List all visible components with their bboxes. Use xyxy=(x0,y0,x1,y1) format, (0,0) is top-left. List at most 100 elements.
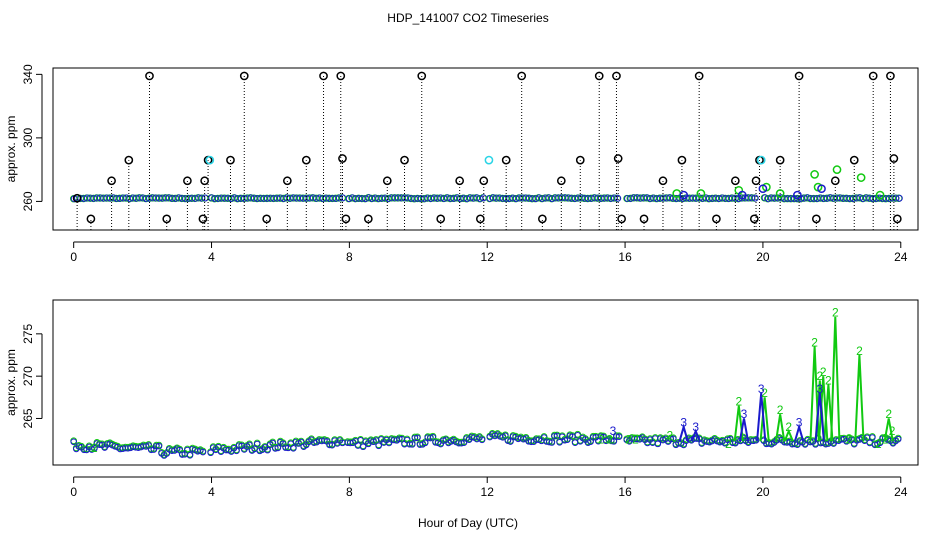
black-data-point xyxy=(72,193,82,203)
blue-point-label: 3 xyxy=(741,407,748,421)
black-data-point xyxy=(849,155,859,165)
x-tick-label: 8 xyxy=(346,485,353,499)
baseline-marker-blue xyxy=(752,436,760,444)
green-point-label: 2 xyxy=(811,335,818,349)
green-data-point xyxy=(832,165,842,174)
blue-data-point xyxy=(793,190,802,200)
blue-data-point xyxy=(679,190,689,200)
baseline-marker-blue xyxy=(748,194,756,202)
black-data-point xyxy=(612,71,621,81)
black-data-point xyxy=(731,176,740,186)
baseline-marker-blue xyxy=(478,436,486,444)
green-data-point xyxy=(696,189,706,198)
green-point-label: 2 xyxy=(875,437,882,451)
black-data-point xyxy=(86,214,96,224)
y-tick-label: 275 xyxy=(21,324,35,344)
black-data-point xyxy=(363,214,373,224)
black-data-point xyxy=(613,154,623,163)
y-tick-label: 300 xyxy=(21,128,35,148)
green-point-label: 2 xyxy=(846,433,853,447)
black-data-point xyxy=(886,71,895,81)
black-data-point xyxy=(162,214,172,224)
black-data-point xyxy=(868,71,878,81)
black-data-point xyxy=(301,155,311,165)
green-spike-line xyxy=(854,354,865,442)
x-tick-label: 0 xyxy=(70,485,77,499)
green-point-label: 2 xyxy=(816,369,823,383)
black-data-point xyxy=(538,214,547,224)
x-tick-label: 16 xyxy=(618,485,632,499)
blue-point-label: 3 xyxy=(692,420,699,434)
green-spike-line xyxy=(830,316,841,442)
blue-spike-line xyxy=(794,423,805,442)
black-data-point xyxy=(594,71,604,81)
blue-point-label: 3 xyxy=(816,382,823,396)
black-data-point xyxy=(501,155,511,165)
top-panel-traces xyxy=(69,75,903,230)
green-point-label: 2 xyxy=(735,395,742,409)
baseline-marker-blue xyxy=(614,194,622,202)
black-data-point xyxy=(658,176,668,186)
black-data-point xyxy=(436,214,446,224)
green-point-label: 2 xyxy=(885,407,892,421)
black-data-point xyxy=(341,214,351,224)
x-tick-label: 12 xyxy=(481,250,495,264)
x-axis-label: Hour of Day (UTC) xyxy=(418,516,518,530)
green-point-label: 2 xyxy=(598,433,605,447)
green-point-label: 2 xyxy=(889,424,896,438)
black-data-point xyxy=(198,214,208,224)
y-tick-label: 265 xyxy=(21,408,35,428)
green-point-label: 2 xyxy=(820,365,827,379)
blue-point-label: 3 xyxy=(796,416,803,430)
black-data-point xyxy=(794,71,804,81)
green-point-label: 2 xyxy=(882,433,889,447)
green-point-label: 2 xyxy=(667,428,674,442)
green-spike-line xyxy=(883,418,894,442)
baseline-marker-blue xyxy=(895,194,903,202)
green-point-label: 2 xyxy=(632,433,639,447)
baseline-marker-blue xyxy=(155,442,163,450)
black-data-point xyxy=(830,176,840,186)
black-data-point xyxy=(889,154,899,163)
x-tick-label: 20 xyxy=(756,250,770,264)
cyan-data-point xyxy=(205,155,215,165)
green-point-label: 2 xyxy=(606,433,613,447)
blue-point-label: 3 xyxy=(680,416,687,430)
black-data-point xyxy=(338,154,347,163)
baseline-marker-blue xyxy=(615,433,623,441)
x-tick-label: 0 xyxy=(70,250,77,264)
blue-data-point xyxy=(817,184,826,194)
baseline-marker-blue xyxy=(892,194,900,202)
green-data-point xyxy=(775,189,785,198)
baseline-marker-blue xyxy=(894,435,902,443)
black-data-point xyxy=(517,71,527,81)
black-data-point xyxy=(145,71,154,81)
blue-spike-line xyxy=(814,392,825,442)
black-data-point xyxy=(694,71,704,81)
black-data-point xyxy=(400,155,409,165)
baseline-marker-blue xyxy=(408,441,416,448)
cyan-data-point xyxy=(756,155,766,165)
baseline-marker-blue xyxy=(359,443,367,451)
blue-data-point xyxy=(758,184,768,194)
plot-frame xyxy=(52,299,919,466)
baseline-marker-blue xyxy=(654,440,662,448)
top-panel-marks xyxy=(72,71,902,224)
black-data-point xyxy=(892,214,902,224)
green-point-label: 2 xyxy=(785,420,792,434)
green-spike-line xyxy=(775,414,786,442)
black-data-point xyxy=(639,214,649,224)
green-spike-line xyxy=(759,397,770,442)
x-tick-label: 8 xyxy=(346,250,353,264)
baseline-marker-blue xyxy=(198,194,206,202)
green-point-label: 2 xyxy=(825,373,832,387)
black-data-point xyxy=(617,214,626,224)
black-data-point xyxy=(712,214,721,224)
black-data-point xyxy=(677,155,687,165)
black-data-point xyxy=(775,155,785,165)
baseline-marker-blue xyxy=(421,439,429,447)
green-point-label: 2 xyxy=(777,403,784,417)
black-data-point xyxy=(124,155,134,165)
baseline-marker-blue xyxy=(207,449,214,457)
